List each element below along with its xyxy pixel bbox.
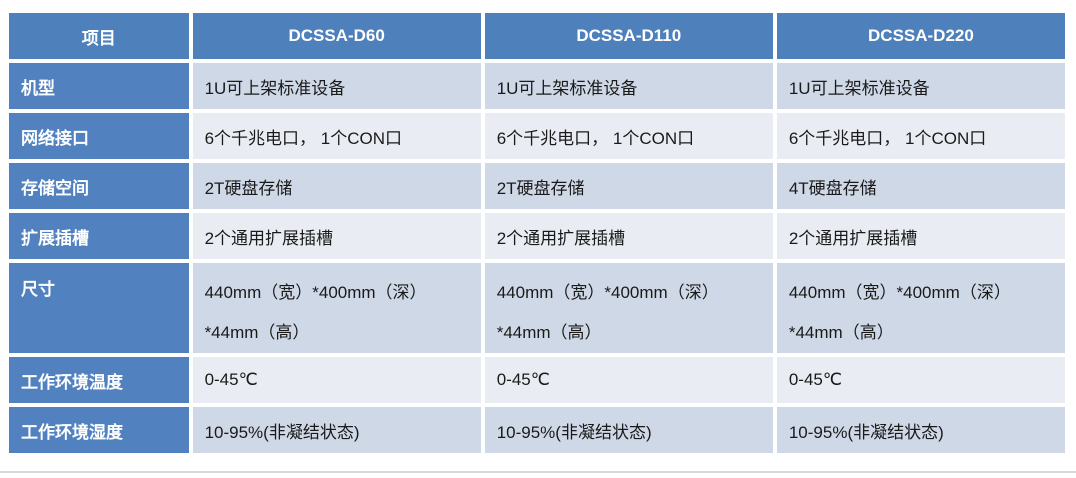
spec-cell: 2个通用扩展插槽 (192, 213, 481, 259)
row-label: 机型 (9, 63, 189, 109)
header-cell-item: 项目 (9, 13, 189, 59)
spec-cell: 10-95%(非凝结状态) (776, 407, 1065, 453)
header-cell-dcssa-d110: DCSSA-D110 (484, 13, 773, 59)
header-cell-dcssa-d60: DCSSA-D60 (192, 13, 481, 59)
spec-cell: 2T硬盘存储 (484, 163, 773, 209)
row-label: 存储空间 (9, 163, 189, 209)
spec-cell: 1U可上架标准设备 (484, 63, 773, 109)
table-row-model: 机型 1U可上架标准设备 1U可上架标准设备 1U可上架标准设备 (9, 63, 1065, 109)
spec-cell: 440mm（宽）*400mm（深） *44mm（高） (484, 263, 773, 353)
spec-cell: 10-95%(非凝结状态) (484, 407, 773, 453)
spec-cell: 10-95%(非凝结状态) (192, 407, 481, 453)
table-row-operating-humidity: 工作环境湿度 10-95%(非凝结状态) 10-95%(非凝结状态) 10-95… (9, 407, 1065, 453)
row-label: 尺寸 (9, 263, 189, 353)
table-row-dimensions: 尺寸 440mm（宽）*400mm（深） *44mm（高） 440mm（宽）*4… (9, 263, 1065, 353)
row-label: 工作环境湿度 (9, 407, 189, 453)
spec-cell: 6个千兆电口， 1个CON口 (484, 113, 773, 159)
spec-cell: 4T硬盘存储 (776, 163, 1065, 209)
spec-cell: 6个千兆电口， 1个CON口 (192, 113, 481, 159)
spec-cell: 6个千兆电口， 1个CON口 (776, 113, 1065, 159)
spec-cell: 0-45℃ (776, 357, 1065, 403)
spec-table: 项目 DCSSA-D60 DCSSA-D110 DCSSA-D220 机型 1U… (5, 9, 1069, 457)
spec-cell: 0-45℃ (192, 357, 481, 403)
spec-cell: 440mm（宽）*400mm（深） *44mm（高） (192, 263, 481, 353)
table-row-storage: 存储空间 2T硬盘存储 2T硬盘存储 4T硬盘存储 (9, 163, 1065, 209)
bottom-divider (0, 471, 1076, 473)
spec-cell: 1U可上架标准设备 (192, 63, 481, 109)
spec-cell: 1U可上架标准设备 (776, 63, 1065, 109)
spec-cell: 2个通用扩展插槽 (484, 213, 773, 259)
table-row-expansion: 扩展插槽 2个通用扩展插槽 2个通用扩展插槽 2个通用扩展插槽 (9, 213, 1065, 259)
spec-cell: 440mm（宽）*400mm（深） *44mm（高） (776, 263, 1065, 353)
spec-cell: 2T硬盘存储 (192, 163, 481, 209)
row-label: 网络接口 (9, 113, 189, 159)
row-label: 工作环境温度 (9, 357, 189, 403)
row-label: 扩展插槽 (9, 213, 189, 259)
spec-cell: 0-45℃ (484, 357, 773, 403)
spec-cell: 2个通用扩展插槽 (776, 213, 1065, 259)
table-row-network: 网络接口 6个千兆电口， 1个CON口 6个千兆电口， 1个CON口 6个千兆电… (9, 113, 1065, 159)
table-row-operating-temperature: 工作环境温度 0-45℃ 0-45℃ 0-45℃ (9, 357, 1065, 403)
header-row: 项目 DCSSA-D60 DCSSA-D110 DCSSA-D220 (9, 13, 1065, 59)
header-cell-dcssa-d220: DCSSA-D220 (776, 13, 1065, 59)
